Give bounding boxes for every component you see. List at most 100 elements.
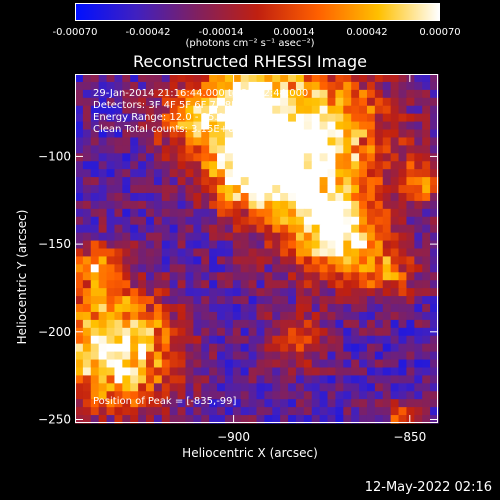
heatmap-cell — [414, 343, 423, 353]
heatmap-cell — [248, 248, 258, 258]
heatmap-cell — [311, 296, 321, 305]
heatmap-cell — [146, 248, 155, 258]
heatmap-cell — [390, 343, 400, 353]
heatmap-cell — [248, 161, 258, 170]
heatmap-cell — [75, 304, 84, 313]
heatmap-cell — [146, 81, 155, 91]
heatmap-cell — [406, 145, 415, 154]
heatmap-cell — [240, 383, 250, 392]
heatmap-cell — [138, 343, 147, 353]
heatmap-cell — [288, 359, 297, 369]
heatmap-cell — [406, 81, 415, 91]
heatmap-cell — [209, 256, 218, 265]
heatmap-cell — [201, 185, 210, 194]
heatmap-cell — [193, 296, 202, 305]
heatmap-cell — [177, 81, 187, 91]
heatmap-cell — [343, 343, 352, 353]
heatmap-cell — [366, 121, 376, 131]
heatmap-cell — [240, 74, 250, 83]
heatmap-cell — [366, 177, 376, 186]
heatmap-cell — [138, 105, 147, 115]
heatmap-cell — [75, 399, 84, 408]
heatmap-cell — [98, 161, 108, 170]
heatmap-cell — [193, 74, 202, 83]
heatmap-cell — [217, 296, 226, 305]
heatmap-cell — [374, 296, 384, 305]
heatmap-cell — [232, 161, 242, 170]
heatmap-cell — [177, 161, 187, 170]
heatmap-cell — [248, 74, 258, 83]
heatmap-cell — [430, 224, 439, 234]
heatmap-cell — [122, 113, 131, 123]
heatmap-cell — [217, 375, 226, 384]
heatmap-cell — [303, 264, 313, 273]
heatmap-cell — [390, 296, 400, 305]
heatmap-cell — [193, 272, 202, 281]
heatmap-cell — [138, 177, 147, 186]
heatmap-cell — [161, 216, 171, 226]
heatmap-cell — [382, 256, 392, 265]
heatmap-cell — [414, 359, 423, 369]
heatmap-cell — [366, 129, 376, 139]
heatmap-cell — [138, 327, 147, 337]
heatmap-cell — [138, 296, 147, 305]
heatmap-cell — [146, 367, 155, 377]
heatmap-cell — [335, 296, 344, 305]
heatmap-cell — [177, 343, 187, 353]
heatmap-cell — [106, 415, 116, 424]
heatmap-cell — [343, 288, 352, 297]
heatmap-cell — [351, 288, 360, 297]
heatmap-cell — [414, 121, 423, 131]
heatmap-cell — [193, 89, 202, 99]
heatmap-cell — [374, 311, 384, 321]
heatmap-cell — [398, 145, 408, 154]
heatmap-cell — [430, 359, 439, 369]
heatmap-cell — [264, 105, 273, 115]
heatmap-cell — [209, 391, 218, 400]
heatmap-cell — [335, 161, 344, 170]
heatmap-cell — [217, 391, 226, 400]
heatmap-cell — [319, 216, 329, 226]
heatmap-cell — [106, 407, 116, 416]
heatmap-cell — [122, 224, 131, 234]
heatmap-cell — [130, 399, 139, 408]
heatmap-cell — [264, 296, 273, 305]
heatmap-cell — [106, 169, 116, 178]
heatmap-cell — [90, 105, 100, 115]
heatmap-cell — [390, 216, 400, 226]
heatmap-cell — [288, 407, 297, 416]
heatmap-cell — [217, 216, 226, 226]
heatmap-cell — [248, 208, 258, 218]
heatmap-cell — [153, 415, 163, 424]
heatmap-cell — [398, 232, 408, 242]
heatmap-cell — [327, 161, 337, 170]
heatmap-cell — [122, 192, 131, 202]
heatmap-cell — [201, 224, 210, 234]
heatmap-cell — [327, 280, 337, 289]
heatmap-cell — [398, 272, 408, 281]
heatmap-cell — [122, 391, 131, 400]
heatmap-cell — [272, 224, 281, 234]
heatmap-cell — [232, 121, 242, 131]
heatmap-cell — [177, 216, 187, 226]
heatmap-cell — [430, 105, 439, 115]
heatmap-cell — [169, 240, 179, 250]
heatmap-cell — [153, 208, 163, 218]
heatmap-cell — [193, 97, 202, 107]
heatmap-cell — [256, 240, 265, 250]
heatmap-cell — [280, 81, 289, 91]
heatmap-cell — [280, 327, 289, 337]
heatmap-cell — [122, 280, 131, 289]
heatmap-cell — [138, 169, 147, 178]
heatmap-cell — [288, 129, 297, 139]
heatmap-cell — [256, 335, 265, 345]
heatmap-cell — [75, 192, 84, 202]
heatmap-cell — [430, 145, 439, 154]
heatmap-cell — [161, 224, 171, 234]
heatmap-cell — [335, 375, 344, 384]
heatmap-cell — [193, 177, 202, 186]
heatmap-cell — [106, 375, 116, 384]
heatmap-cell — [98, 248, 108, 258]
heatmap-cell — [224, 113, 234, 123]
heatmap-cell — [351, 105, 360, 115]
